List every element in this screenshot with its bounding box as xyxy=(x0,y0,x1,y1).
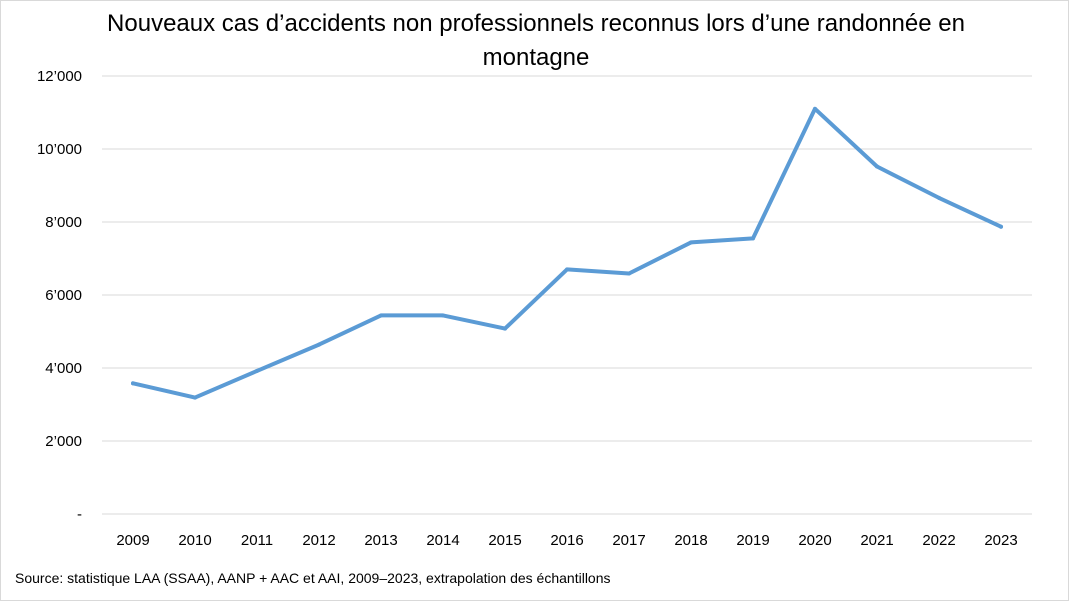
x-tick-label: 2015 xyxy=(488,532,521,549)
y-tick-label: 10’000 xyxy=(37,141,82,158)
data-point xyxy=(379,313,383,318)
x-tick-label: 2010 xyxy=(178,532,211,549)
y-tick-label: - xyxy=(77,506,82,523)
x-axis-ticks: 2009 2010 2011 2012 2013 2014 2015 2016 2017 2018… xyxy=(116,532,1017,549)
data-point xyxy=(937,195,941,200)
x-tick-label: 2009 xyxy=(116,532,149,549)
data-point xyxy=(317,342,321,347)
data-point xyxy=(131,381,135,386)
y-tick-label: 6’000 xyxy=(45,287,82,304)
data-point xyxy=(441,313,445,318)
x-tick-label: 2014 xyxy=(426,532,459,549)
x-tick-label: 2016 xyxy=(550,532,583,549)
data-point xyxy=(999,224,1003,229)
data-point xyxy=(503,326,507,331)
x-tick-label: 2017 xyxy=(612,532,645,549)
data-point xyxy=(813,106,817,111)
x-tick-label: 2012 xyxy=(302,532,335,549)
data-point xyxy=(193,395,197,400)
data-point xyxy=(255,368,259,373)
source-note: Source: statistique LAA (SSAA), AANP + A… xyxy=(15,570,611,586)
y-tick-label: 12’000 xyxy=(37,68,82,85)
series-line xyxy=(131,106,1003,400)
data-point xyxy=(627,271,631,276)
gridlines xyxy=(102,75,1032,515)
data-point xyxy=(875,164,879,169)
x-tick-label: 2021 xyxy=(860,532,893,549)
x-tick-label: 2019 xyxy=(736,532,769,549)
data-point xyxy=(751,236,755,241)
y-tick-label: 8’000 xyxy=(45,214,82,231)
y-axis-ticks: - 2’000 4’000 6’000 8’000 10’000 12’000 xyxy=(37,68,82,523)
x-tick-label: 2013 xyxy=(364,532,397,549)
y-tick-label: 4’000 xyxy=(45,360,82,377)
data-point xyxy=(565,267,569,272)
data-point xyxy=(689,240,693,245)
x-tick-label: 2023 xyxy=(984,532,1017,549)
x-tick-label: 2011 xyxy=(241,532,273,549)
chart-title: Nouveaux cas d’accidents non professionn… xyxy=(107,10,965,71)
series-layer xyxy=(131,106,1003,400)
x-tick-label: 2018 xyxy=(674,532,707,549)
x-tick-label: 2022 xyxy=(922,532,955,549)
y-tick-label: 2’000 xyxy=(45,433,82,450)
x-tick-label: 2020 xyxy=(798,532,831,549)
